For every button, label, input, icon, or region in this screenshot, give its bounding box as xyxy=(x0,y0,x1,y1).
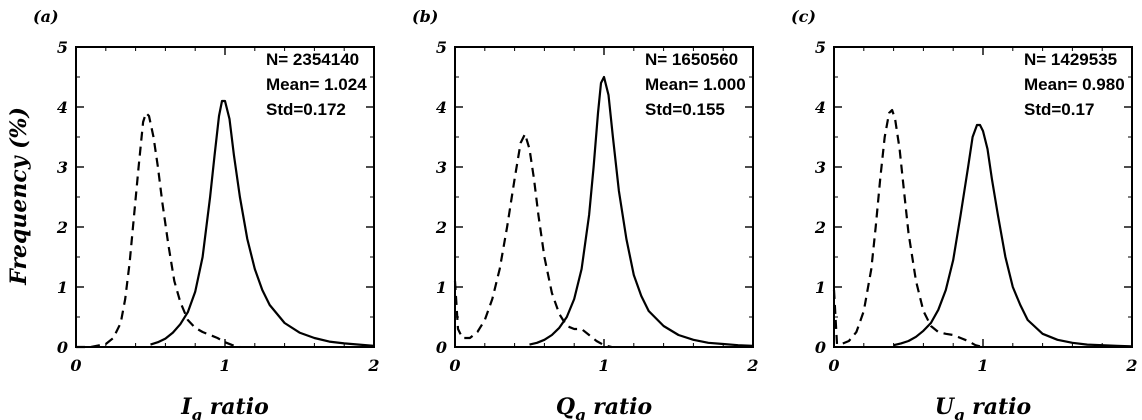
dashed-series-line xyxy=(453,132,612,349)
stats-annotation: Mean= 1.024 xyxy=(266,75,367,94)
panel-label: (c) xyxy=(791,7,816,26)
y-tick-label: 4 xyxy=(815,98,826,117)
y-tick-label: 1 xyxy=(815,278,826,297)
y-tick-label: 1 xyxy=(436,278,447,297)
stats-annotation: Std=0.155 xyxy=(645,100,725,119)
stats-annotation: Std=0.17 xyxy=(1024,100,1094,119)
x-tick-label: 0 xyxy=(449,356,460,375)
solid-series-line xyxy=(529,75,754,347)
stats-annotation: N= 1429535 xyxy=(1024,50,1117,69)
x-tick-label: 0 xyxy=(828,356,839,375)
y-tick-label: 5 xyxy=(815,38,826,57)
x-axis-label-var: U xyxy=(935,394,956,420)
y-tick-label: 1 xyxy=(57,278,68,297)
x-axis-label: Ig ratio xyxy=(180,394,269,420)
x-axis-label-rest: ratio xyxy=(202,394,269,420)
x-tick-label: 1 xyxy=(598,356,609,375)
x-axis-label: Ug ratio xyxy=(935,394,1031,420)
y-tick-label: 3 xyxy=(57,158,68,177)
x-tick-label: 1 xyxy=(977,356,988,375)
dashed-series-line xyxy=(76,111,241,349)
stats-annotation: N= 2354140 xyxy=(266,50,359,69)
y-axis-label: Frequency (%) xyxy=(6,107,32,286)
y-tick-label: 4 xyxy=(57,98,68,117)
stats-annotation: Mean= 0.980 xyxy=(1024,75,1125,94)
solid-series-line xyxy=(150,99,375,347)
panel-label: (a) xyxy=(33,7,59,26)
dashed-series-line xyxy=(832,108,984,349)
solid-series-line xyxy=(893,123,1133,348)
y-tick-label: 4 xyxy=(436,98,447,117)
panel-2: (b) 0 1 2 3 4 5 0 1 2 N= 1650560 Mean= 1.000 Std=0.1… xyxy=(412,7,759,420)
x-axis-label-rest: ratio xyxy=(964,394,1031,420)
y-tick-label: 5 xyxy=(57,38,68,57)
x-tick-label: 2 xyxy=(367,356,379,375)
y-tick-label: 3 xyxy=(815,158,826,177)
x-tick-label: 2 xyxy=(746,356,758,375)
plot-frame xyxy=(454,46,754,348)
x-axis-label-sub: g xyxy=(954,406,965,420)
y-tick-label: 2 xyxy=(435,218,447,237)
x-tick-label: 0 xyxy=(70,356,81,375)
y-tick-label: 2 xyxy=(814,218,826,237)
x-axis-label: Qg ratio xyxy=(556,394,652,420)
x-axis-label-var: Q xyxy=(556,394,575,420)
x-axis-label-var: I xyxy=(180,394,192,420)
y-tick-label: 0 xyxy=(815,338,826,357)
x-axis-label-sub: g xyxy=(192,406,203,420)
panel-label: (b) xyxy=(412,7,438,26)
stats-annotation: Mean= 1.000 xyxy=(645,75,746,94)
plot-frame xyxy=(75,46,375,348)
x-tick-label: 1 xyxy=(219,356,230,375)
y-tick-label: 5 xyxy=(436,38,447,57)
plot-frame xyxy=(833,46,1133,348)
x-tick-label: 2 xyxy=(1125,356,1137,375)
y-tick-label: 0 xyxy=(436,338,447,357)
panel-3: (c) 0 1 2 3 4 5 0 1 2 N= 1429535 Mean= 0.980 Std=0.1… xyxy=(791,7,1138,420)
stats-annotation: N= 1650560 xyxy=(645,50,738,69)
panel-1: (a) 0 1 2 3 4 5 0 1 2 N= 2354140 Mean= 1.024 Std=0.1… xyxy=(33,7,380,420)
y-tick-label: 2 xyxy=(56,218,68,237)
y-tick-label: 3 xyxy=(436,158,447,177)
x-axis-label-sub: g xyxy=(575,406,586,420)
y-tick-label: 0 xyxy=(57,338,68,357)
stats-annotation: Std=0.172 xyxy=(266,100,346,119)
x-axis-label-rest: ratio xyxy=(585,394,652,420)
